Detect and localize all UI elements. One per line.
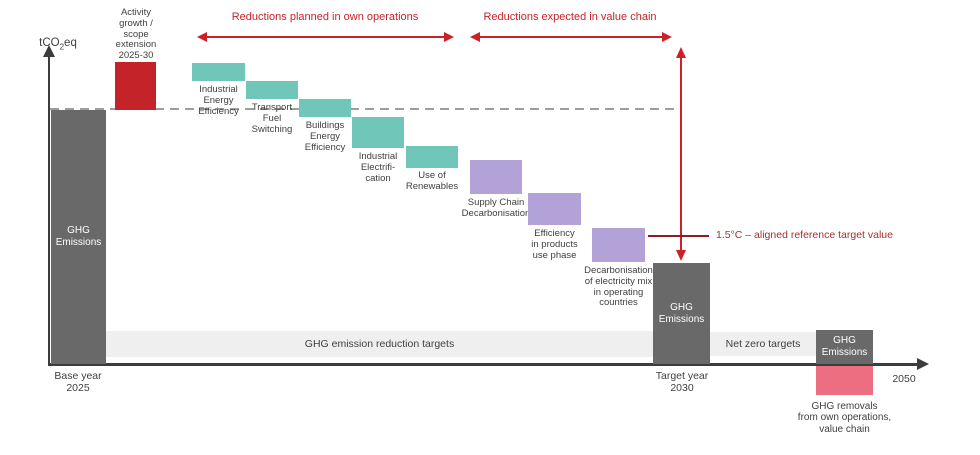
bar-supply-chain-decarbonisation [470,160,522,194]
value-chain-arrow-label: Reductions expected in value chain [483,11,657,23]
bar-ghg-removals [816,366,873,395]
arrow-up-head-icon [676,47,686,58]
x-axis-2050-label: 2050 [892,373,916,385]
x-axis-right-arrow-icon [917,358,929,370]
bar-buildings-energy-efficiency-label: Buildings Energy Efficiency [304,120,346,153]
reference-target-label: 1.5°C – aligned reference target value [716,229,893,241]
bar-industrial-energy-efficiency [192,63,245,81]
x-axis-target-year-label: Target year 2030 [655,370,709,394]
bar-transport-fuel-switching [246,81,298,99]
bar-use-of-renewables [406,146,458,168]
value-chain-arrow-line [480,36,662,38]
target-gap-arrow-line [680,57,682,251]
own-operations-arrow-line [207,36,444,38]
y-axis-up-arrow-icon [43,45,55,57]
bar-industrial-energy-efficiency-label: Industrial Energy Efficiency [198,84,239,117]
bar-ghg-emissions-2050: GHG Emissions [816,330,873,364]
arrow-down-head-icon [676,250,686,261]
bar-decarbonisation-electricity-mix-label: Decarbonisation of electricity mix in op… [584,265,653,309]
x-axis-line [48,363,920,366]
net-zero-targets-band: Net zero targets [710,332,816,356]
bar-efficiency-in-products-label: Efficiency in products use phase [531,228,578,261]
arrow-right-head-icon [662,32,672,42]
bar-use-of-renewables-label: Use of Renewables [405,170,459,192]
bar-supply-chain-decarbonisation-label: Supply Chain Decarbonisation [461,197,531,219]
bar-transport-fuel-switching-label: Transport Fuel Switching [251,102,293,135]
bar-industrial-electrification [352,117,404,148]
reference-target-line [648,235,709,237]
ghg-reduction-targets-band: GHG emission reduction targets [106,331,653,357]
own-operations-arrow-label: Reductions planned in own operations [231,11,419,23]
bar-activity-growth [115,62,156,110]
arrow-right-head-icon [444,32,454,42]
y-axis-line [48,56,50,365]
x-axis-base-year-label: Base year 2025 [54,370,102,394]
arrow-left-head-icon [470,32,480,42]
bar-buildings-energy-efficiency [299,99,351,117]
bar-activity-growth-label: Activity growth / scope extension 2025-3… [115,7,157,62]
bar-ghg-removals-label: GHG removals from own operations, value … [797,401,892,435]
bar-ghg-emissions-2030: GHG Emissions [653,263,710,364]
y-axis-unit-label: tCO2eq [39,37,77,52]
bar-efficiency-in-products [528,193,581,225]
bar-industrial-electrification-label: Industrial Electrifi- cation [358,151,398,184]
net-zero-targets-label: Net zero targets [725,338,801,350]
bar-ghg-emissions-base: GHG Emissions [51,110,106,364]
ghg-reduction-targets-label: GHG emission reduction targets [304,338,455,350]
base-level-dashed-line [50,108,681,110]
arrow-left-head-icon [197,32,207,42]
bar-decarbonisation-electricity-mix [592,228,645,262]
